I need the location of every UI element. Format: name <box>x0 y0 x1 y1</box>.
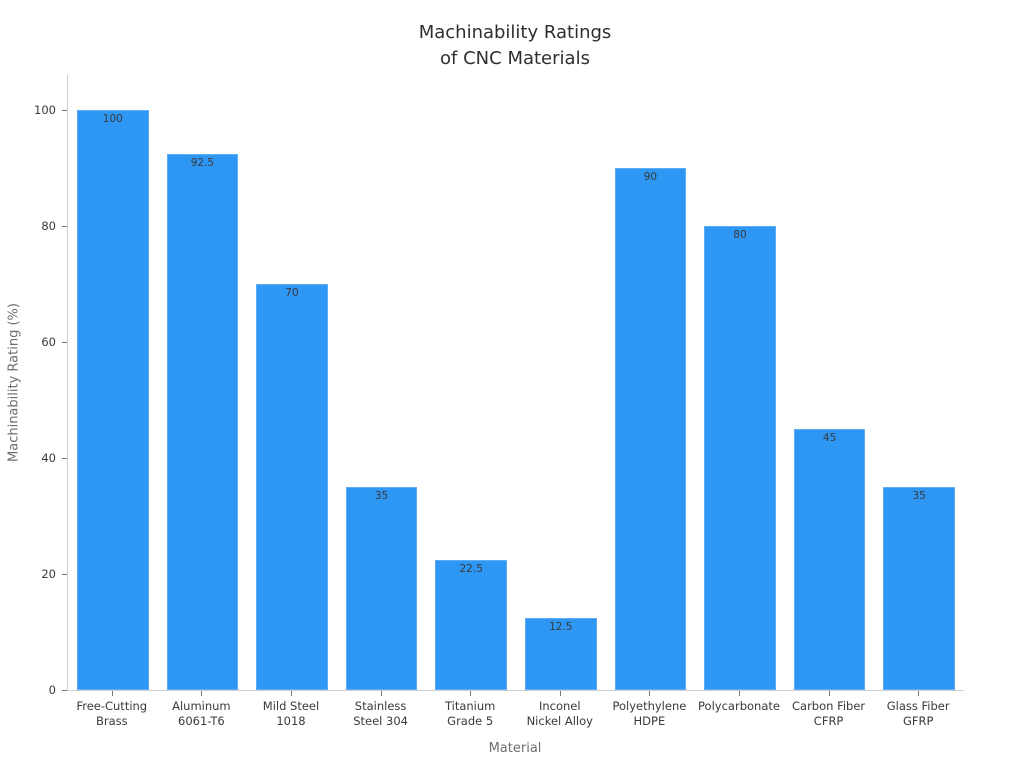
x-tick-label: Titanium Grade 5 <box>444 699 496 728</box>
x-tick-mark <box>380 691 382 696</box>
bar: 22.5 <box>435 559 508 690</box>
x-tick-mark <box>828 691 830 696</box>
x-tick-mark <box>470 691 472 696</box>
bar: 70 <box>256 284 328 690</box>
bar-value-label: 22.5 <box>459 562 483 575</box>
x-axis-title: Material <box>488 741 542 756</box>
y-axis-title: Machinability Rating (%) <box>6 303 22 462</box>
y-tick-label: 80 <box>41 219 56 233</box>
y-tick-mark <box>62 574 67 575</box>
bar-value-label: 100 <box>102 113 123 125</box>
y-tick-mark <box>62 110 67 111</box>
bar-value-label: 90 <box>643 171 658 183</box>
x-tick-label: Mild Steel 1018 <box>262 699 320 728</box>
y-tick-mark <box>62 690 67 691</box>
bar: 45 <box>793 429 866 690</box>
bar-value-label: 35 <box>912 490 926 502</box>
bar: 12.5 <box>524 617 597 690</box>
x-tick-mark <box>111 691 113 696</box>
y-tick-mark <box>62 226 67 227</box>
x-tick-label: Aluminum 6061-T6 <box>172 699 231 728</box>
chart-title: Machinability Ratings of CNC Materials <box>418 22 612 69</box>
bar: 92.5 <box>166 153 239 690</box>
bar-value-label: 12.5 <box>549 620 573 633</box>
x-tick-label: Glass Fiber GFRP <box>886 699 950 728</box>
y-tick-label: 0 <box>48 683 56 697</box>
bar-value-label: 35 <box>374 490 389 502</box>
y-tick-label: 40 <box>41 451 56 465</box>
x-tick-label: Free-Cutting Brass <box>76 699 148 728</box>
x-tick-mark <box>918 691 920 696</box>
x-tick-mark <box>291 691 292 696</box>
bar-value-label: 92.5 <box>190 156 215 169</box>
bar: 80 <box>704 226 776 690</box>
y-tick-label: 60 <box>41 335 56 349</box>
bar: 35 <box>883 487 956 690</box>
bar: 90 <box>614 168 687 690</box>
y-tick-mark <box>62 458 67 459</box>
x-tick-mark <box>201 691 203 696</box>
bar: 100 <box>76 110 149 690</box>
x-tick-label: Stainless Steel 304 <box>353 699 408 728</box>
x-tick-mark <box>739 691 740 696</box>
bar-value-label: 45 <box>822 432 837 444</box>
y-tick-label: 20 <box>41 567 56 581</box>
x-tick-mark <box>559 691 561 696</box>
x-tick-label: Polyethylene HDPE <box>612 699 687 728</box>
y-tick-mark <box>62 342 67 343</box>
x-tick-label: Polycarbonate <box>698 699 780 713</box>
plot-area: 100 92.5 70 35 22.5 12.5 90 80 45 35 <box>67 75 964 691</box>
y-tick-label: 100 <box>34 103 56 117</box>
x-tick-mark <box>649 691 651 696</box>
x-tick-label: Carbon Fiber CFRP <box>792 699 866 728</box>
bar-value-label: 70 <box>285 287 299 299</box>
x-tick-label: Inconel Nickel Alloy <box>526 699 593 728</box>
bar: 35 <box>345 487 418 690</box>
bar-value-label: 80 <box>733 229 747 241</box>
